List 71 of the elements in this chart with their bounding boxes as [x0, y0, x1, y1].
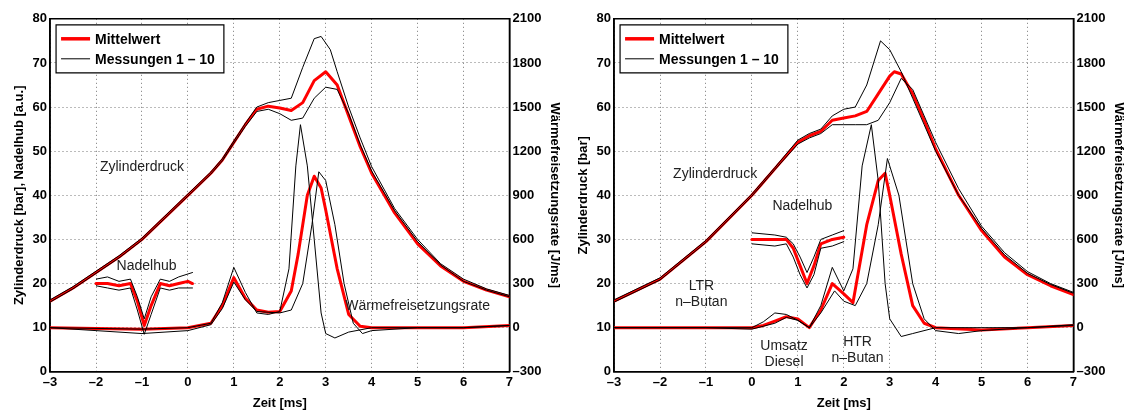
x-tick-label: –1: [698, 374, 714, 390]
y2-tick-label: 300: [512, 275, 535, 291]
y2-tick-label: 600: [1076, 231, 1099, 246]
y2-tick-label: 300: [1076, 275, 1099, 291]
x-tick-label: 1: [230, 374, 238, 390]
x-tick-label: 0: [748, 374, 756, 390]
y2-tick-label: –300: [1076, 363, 1106, 379]
y-tick-label: 30: [596, 231, 612, 246]
y-tick-label: 60: [596, 98, 612, 114]
legend-label: Mittelwert: [95, 30, 161, 47]
annotation: LTR n–Butan: [675, 277, 728, 309]
x-tick-label: 6: [459, 374, 468, 390]
x-tick-label: 5: [977, 374, 986, 390]
y-tick-label: 20: [596, 275, 612, 291]
y2-axis-title: Wärmefreisetzungsrate [J/ms]: [547, 102, 563, 289]
y-tick-label: 70: [32, 54, 48, 70]
x-tick-label: 7: [1069, 374, 1078, 390]
y2-tick-label: 2100: [512, 10, 542, 26]
y-tick-label: 20: [32, 275, 48, 291]
y2-tick-label: –300: [512, 363, 542, 379]
y2-tick-label: 0: [512, 319, 520, 335]
x-tick-label: 7: [505, 374, 514, 390]
x-tick-label: 5: [413, 374, 422, 390]
x-tick-label: –2: [88, 374, 104, 390]
y2-tick-label: 1200: [1076, 142, 1106, 158]
x-tick-label: 2: [840, 374, 848, 390]
y2-tick-label: 1200: [512, 142, 542, 158]
annotation: Zylinderdruck: [99, 157, 185, 174]
x-tick-label: –2: [652, 374, 668, 390]
y2-tick-label: 1800: [1076, 54, 1106, 70]
y2-tick-label: 900: [1076, 186, 1099, 202]
y-tick-label: 80: [596, 10, 612, 26]
y-tick-label: 70: [596, 54, 612, 70]
x-axis-title: Zeit [ms]: [252, 394, 307, 410]
y2-tick-label: 0: [1076, 319, 1084, 335]
y2-tick-label: 1500: [512, 98, 542, 114]
legend-label: Messungen 1 – 10: [95, 50, 216, 67]
annotation: Umsatz Diesel: [760, 337, 808, 370]
x-tick-label: 0: [184, 374, 192, 390]
y2-tick-label: 2100: [1076, 10, 1106, 26]
annotation: Nadelhub: [772, 196, 833, 213]
y-tick-label: 30: [32, 231, 48, 246]
y-tick-label: 10: [596, 319, 612, 335]
y2-tick-label: 600: [512, 231, 535, 246]
y-tick-label: 80: [32, 10, 48, 26]
y2-tick-label: 1800: [512, 54, 542, 70]
y-tick-label: 60: [32, 98, 48, 114]
y-tick-label: 50: [32, 142, 48, 158]
y2-axis-title: Wärmefreisetzungsrate [J/ms]: [1111, 102, 1127, 289]
annotation: Nadelhub: [116, 256, 177, 273]
y-tick-label: 40: [596, 186, 612, 202]
y-axis-title: Zylinderdruck [bar], Nadelhub [a.u.]: [11, 85, 27, 306]
x-tick-label: 3: [886, 374, 894, 390]
x-tick-label: 3: [322, 374, 330, 390]
y-tick-label: 10: [32, 319, 48, 335]
annotation: HTR n–Butan: [831, 333, 884, 366]
legend-label: Messungen 1 – 10: [659, 50, 780, 67]
x-tick-label: 6: [1023, 374, 1032, 390]
y2-tick-label: 1500: [1076, 98, 1106, 114]
x-tick-label: –1: [134, 374, 150, 390]
y-axis-title: Zylinderdruck [bar]: [575, 136, 591, 255]
x-tick-label: 4: [368, 374, 377, 390]
legend-label: Mittelwert: [659, 30, 725, 47]
x-tick-label: 2: [276, 374, 284, 390]
x-tick-label: 1: [794, 374, 802, 390]
annotation: Zylinderdruck: [673, 164, 759, 181]
x-axis-title: Zeit [ms]: [816, 394, 871, 410]
y-tick-label: 40: [32, 186, 48, 202]
y-tick-label: 50: [596, 142, 612, 158]
y2-tick-label: 900: [512, 186, 535, 202]
x-tick-label: 4: [932, 374, 941, 390]
